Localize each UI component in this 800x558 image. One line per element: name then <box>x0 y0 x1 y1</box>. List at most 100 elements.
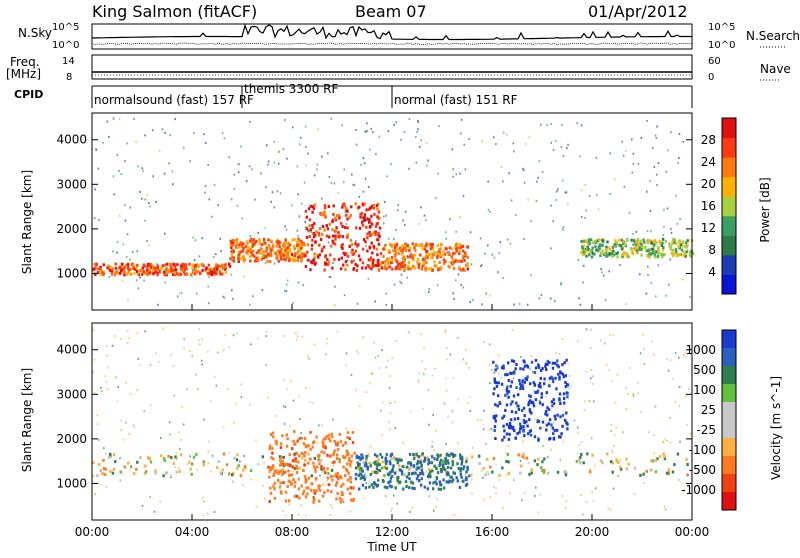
velocity-cell-speckle <box>326 338 329 340</box>
velocity-cell <box>270 456 273 460</box>
velocity-cell-speckle <box>558 353 561 355</box>
velocity-cell <box>506 392 509 396</box>
power-cell <box>215 263 218 267</box>
velocity-colorbar-tick-label: -1000 <box>681 483 716 497</box>
velocity-cell <box>518 382 522 386</box>
velocity-cell <box>219 471 222 475</box>
power-cell <box>459 246 462 250</box>
velocity-cell <box>494 403 497 407</box>
power-cell <box>361 266 364 270</box>
power-cell-speckle <box>460 284 462 287</box>
power-cell-speckle <box>560 282 562 285</box>
power-cell <box>618 238 621 242</box>
power-cell-speckle <box>273 140 275 143</box>
velocity-cell <box>304 451 307 454</box>
velocity-cell <box>163 459 166 462</box>
velocity-cell <box>271 431 275 435</box>
velocity-cell <box>385 461 388 465</box>
velocity-cell <box>518 430 521 434</box>
nave-label: Nave <box>760 62 791 76</box>
velocity-cell-speckle <box>633 493 636 496</box>
power-cell <box>120 267 124 271</box>
velocity-cell <box>295 464 298 468</box>
power-cell-speckle <box>333 182 336 185</box>
power-cell-speckle <box>386 175 388 178</box>
power-cell <box>351 248 354 252</box>
velocity-cell <box>527 403 530 407</box>
power-cell <box>620 238 624 242</box>
power-cell <box>344 226 347 229</box>
velocity-cell-speckle <box>319 474 321 477</box>
velocity-cell <box>528 408 531 412</box>
velocity-cell <box>563 401 566 405</box>
power-cell-speckle <box>500 165 503 168</box>
power-cell <box>110 272 113 276</box>
velocity-cell <box>513 371 516 375</box>
power-cell-speckle <box>560 146 563 149</box>
velocity-cell-speckle <box>567 362 569 365</box>
velocity-cell <box>288 499 291 503</box>
power-cell <box>346 209 349 213</box>
power-cell-speckle <box>580 189 583 192</box>
power-cell <box>615 241 618 245</box>
velocity-cell-speckle <box>279 487 281 490</box>
power-cell <box>364 240 367 244</box>
power-cell-speckle <box>126 233 129 236</box>
velocity-cell-speckle <box>96 423 99 426</box>
velocity-cell <box>400 458 403 462</box>
velocity-cell <box>280 455 283 459</box>
velocity-cell <box>545 423 549 427</box>
velocity-cell <box>492 457 496 461</box>
power-cell <box>400 263 403 267</box>
power-cell <box>224 266 227 270</box>
power-cell <box>305 227 308 231</box>
velocity-cell <box>558 392 562 396</box>
power-cell <box>587 238 591 242</box>
velocity-cell-speckle <box>307 355 309 358</box>
velocity-cell <box>580 453 583 456</box>
velocity-cell-speckle <box>642 333 645 336</box>
velocity-cell <box>440 483 443 487</box>
power-cell <box>297 246 300 250</box>
power-cell-speckle <box>300 202 303 205</box>
power-cell <box>342 251 345 255</box>
velocity-cell <box>532 401 535 405</box>
velocity-cell-speckle <box>629 367 631 369</box>
power-cell <box>147 268 151 272</box>
power-cell-speckle <box>509 242 512 245</box>
velocity-cell <box>269 468 273 472</box>
velocity-cell-speckle <box>502 506 504 509</box>
velocity-cell <box>465 457 468 461</box>
velocity-cell-speckle <box>611 451 614 454</box>
velocity-cell <box>498 401 501 405</box>
power-cell <box>323 268 326 272</box>
power-cell <box>402 261 405 265</box>
power-cell-speckle <box>646 119 648 122</box>
power-cell <box>634 248 637 252</box>
velocity-cell-speckle <box>584 400 586 403</box>
velocity-cell <box>149 460 153 464</box>
velocity-cell <box>523 414 526 418</box>
power-cell <box>139 269 142 273</box>
velocity-cell <box>320 465 323 469</box>
power-cell <box>431 243 434 246</box>
velocity-cell-speckle <box>336 330 339 333</box>
power-cell-speckle <box>131 250 134 253</box>
power-cell-speckle <box>341 243 344 246</box>
velocity-colorbar-swatch <box>722 420 736 439</box>
velocity-cell-speckle <box>206 512 209 515</box>
power-cell-speckle <box>587 245 589 248</box>
velocity-cell <box>537 438 540 442</box>
power-cell <box>93 267 96 271</box>
power-cell-speckle <box>682 140 685 143</box>
velocity-cell-speckle <box>500 376 502 379</box>
power-cell <box>364 266 368 270</box>
power-cell <box>439 267 442 271</box>
power-cell <box>352 267 355 271</box>
power-cell <box>401 248 404 252</box>
power-cell <box>122 270 126 274</box>
velocity-cell <box>493 380 497 384</box>
velocity-cell <box>147 456 150 460</box>
power-cell <box>114 262 117 266</box>
velocity-cell <box>504 408 507 412</box>
